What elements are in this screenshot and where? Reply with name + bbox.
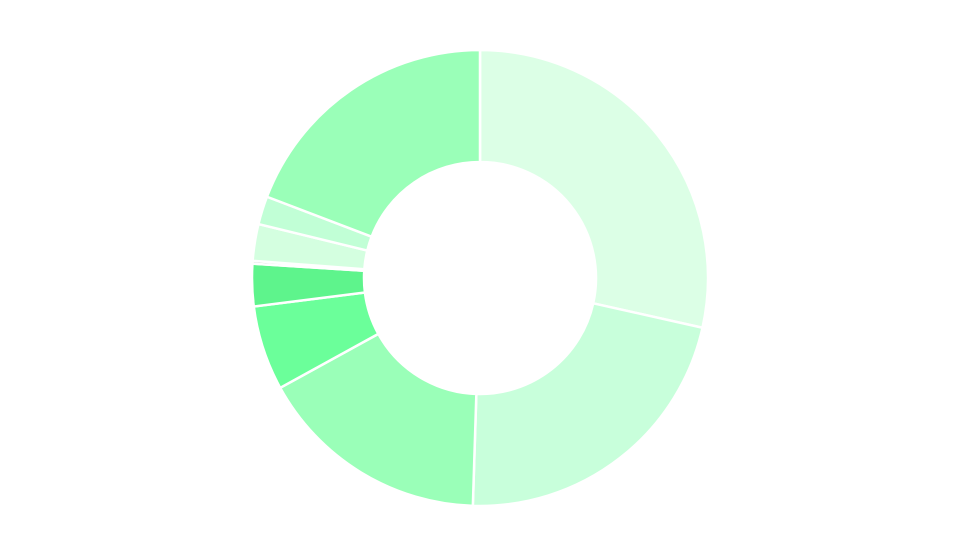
donut-slice-1[interactable] xyxy=(478,48,710,329)
donut-slice-3[interactable] xyxy=(278,332,478,508)
donut-slice-2[interactable] xyxy=(471,302,704,508)
donut-slice-9[interactable] xyxy=(265,48,482,238)
donut-slices xyxy=(250,48,710,508)
